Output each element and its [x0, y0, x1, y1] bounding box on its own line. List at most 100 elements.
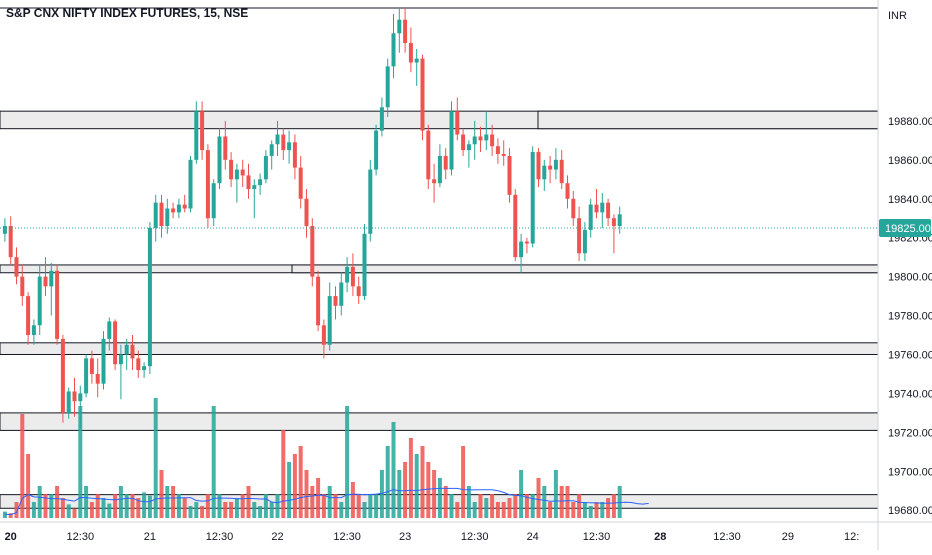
- volume-bar: [530, 494, 535, 518]
- candle-body: [553, 159, 558, 170]
- volume-bar: [182, 498, 187, 518]
- volume-bar: [107, 503, 112, 518]
- candle-body: [345, 266, 350, 283]
- candle-body: [281, 134, 286, 151]
- zone-upper-segment: [537, 110, 879, 130]
- x-tick-label: 23: [399, 531, 411, 543]
- volume-bar: [565, 486, 570, 518]
- candle-body: [287, 142, 292, 151]
- candle-body: [246, 175, 251, 190]
- volume-bar: [368, 494, 373, 518]
- volume-bar: [78, 406, 83, 518]
- volume-bar: [385, 446, 390, 518]
- candle-body: [484, 134, 489, 141]
- candle-body: [449, 111, 454, 170]
- candle-body: [385, 66, 390, 108]
- volume-bar: [188, 506, 193, 518]
- volume-bar: [142, 492, 147, 518]
- candle-body: [2, 226, 7, 234]
- candle-body: [275, 134, 280, 145]
- candle-body: [571, 198, 576, 219]
- volume-bar: [316, 478, 321, 518]
- volume-bar: [60, 498, 65, 518]
- candle-body: [617, 214, 622, 227]
- support-resistance-zone: [0, 412, 879, 431]
- candle-body: [519, 241, 524, 258]
- y-tick-label: 19760.00: [888, 349, 932, 361]
- volume-bar: [432, 470, 437, 518]
- volume-bar: [414, 454, 419, 518]
- candle-body: [321, 325, 326, 345]
- candle-body: [142, 366, 147, 371]
- volume-bar: [95, 494, 100, 518]
- candle-body: [577, 218, 582, 254]
- volume-bar: [455, 502, 460, 518]
- candle-body: [14, 257, 19, 277]
- last-price-label: 19825.00: [885, 223, 931, 235]
- volume-bar: [14, 502, 19, 518]
- candle-body: [611, 218, 616, 227]
- volume-bar: [252, 502, 257, 518]
- volume-bar: [37, 486, 42, 518]
- x-tick-label: 24: [527, 531, 539, 543]
- volume-bar: [118, 486, 123, 518]
- candle-body: [130, 344, 135, 359]
- volume-bar: [66, 504, 71, 518]
- volume-bar: [263, 494, 268, 518]
- volume-bar: [275, 494, 280, 518]
- candle-body: [420, 58, 425, 131]
- volume-bar: [345, 406, 350, 518]
- candle-body: [350, 266, 355, 287]
- candle-body: [55, 270, 60, 339]
- candle-body: [229, 159, 234, 180]
- volume-bar: [606, 498, 611, 518]
- volume-bar: [553, 470, 558, 518]
- volume-bar: [89, 502, 94, 518]
- y-tick-label: 19800.00: [888, 272, 932, 284]
- candle-body: [507, 155, 512, 195]
- volume-bar: [136, 498, 141, 518]
- candle-body: [20, 276, 25, 297]
- volume-bar: [466, 486, 471, 518]
- volume-bar: [153, 398, 158, 518]
- volume-bar: [513, 494, 518, 518]
- candle-body: [443, 155, 448, 170]
- volume-bar: [356, 494, 361, 518]
- candle-body: [536, 152, 541, 180]
- candle-body: [513, 194, 518, 258]
- volume-bar: [281, 430, 286, 518]
- candle-body: [78, 393, 83, 402]
- candle-body: [478, 136, 483, 141]
- volume-bar: [2, 511, 7, 518]
- candle-body: [582, 229, 587, 254]
- candle-body: [333, 296, 338, 306]
- candle-body: [153, 202, 158, 228]
- volume-bar: [171, 486, 176, 518]
- volume-bar: [571, 502, 576, 518]
- volume-bar: [524, 494, 529, 518]
- volume-bar: [519, 470, 524, 518]
- volume-bar: [443, 486, 448, 518]
- volume-bar: [588, 506, 593, 518]
- volume-bar: [223, 502, 228, 518]
- volume-bar: [217, 494, 222, 518]
- volume-bar: [391, 422, 396, 518]
- y-tick-label: 19840.00: [888, 194, 932, 206]
- volume-bar: [165, 486, 170, 518]
- candle-body: [391, 33, 396, 67]
- candle-body: [437, 155, 442, 184]
- volume-bar: [501, 502, 506, 518]
- volume-bar: [339, 502, 344, 518]
- volume-bar: [542, 486, 547, 518]
- volume-bar: [101, 498, 106, 518]
- volume-bar: [194, 502, 199, 518]
- x-tick-label: 12:30: [461, 531, 489, 543]
- candle-body: [559, 159, 564, 184]
- candle-body: [182, 204, 187, 209]
- volume-bar: [548, 502, 553, 518]
- candle-body: [432, 179, 437, 184]
- volume-bar: [490, 494, 495, 518]
- volume-bar: [211, 406, 216, 518]
- volume-bar: [374, 494, 379, 518]
